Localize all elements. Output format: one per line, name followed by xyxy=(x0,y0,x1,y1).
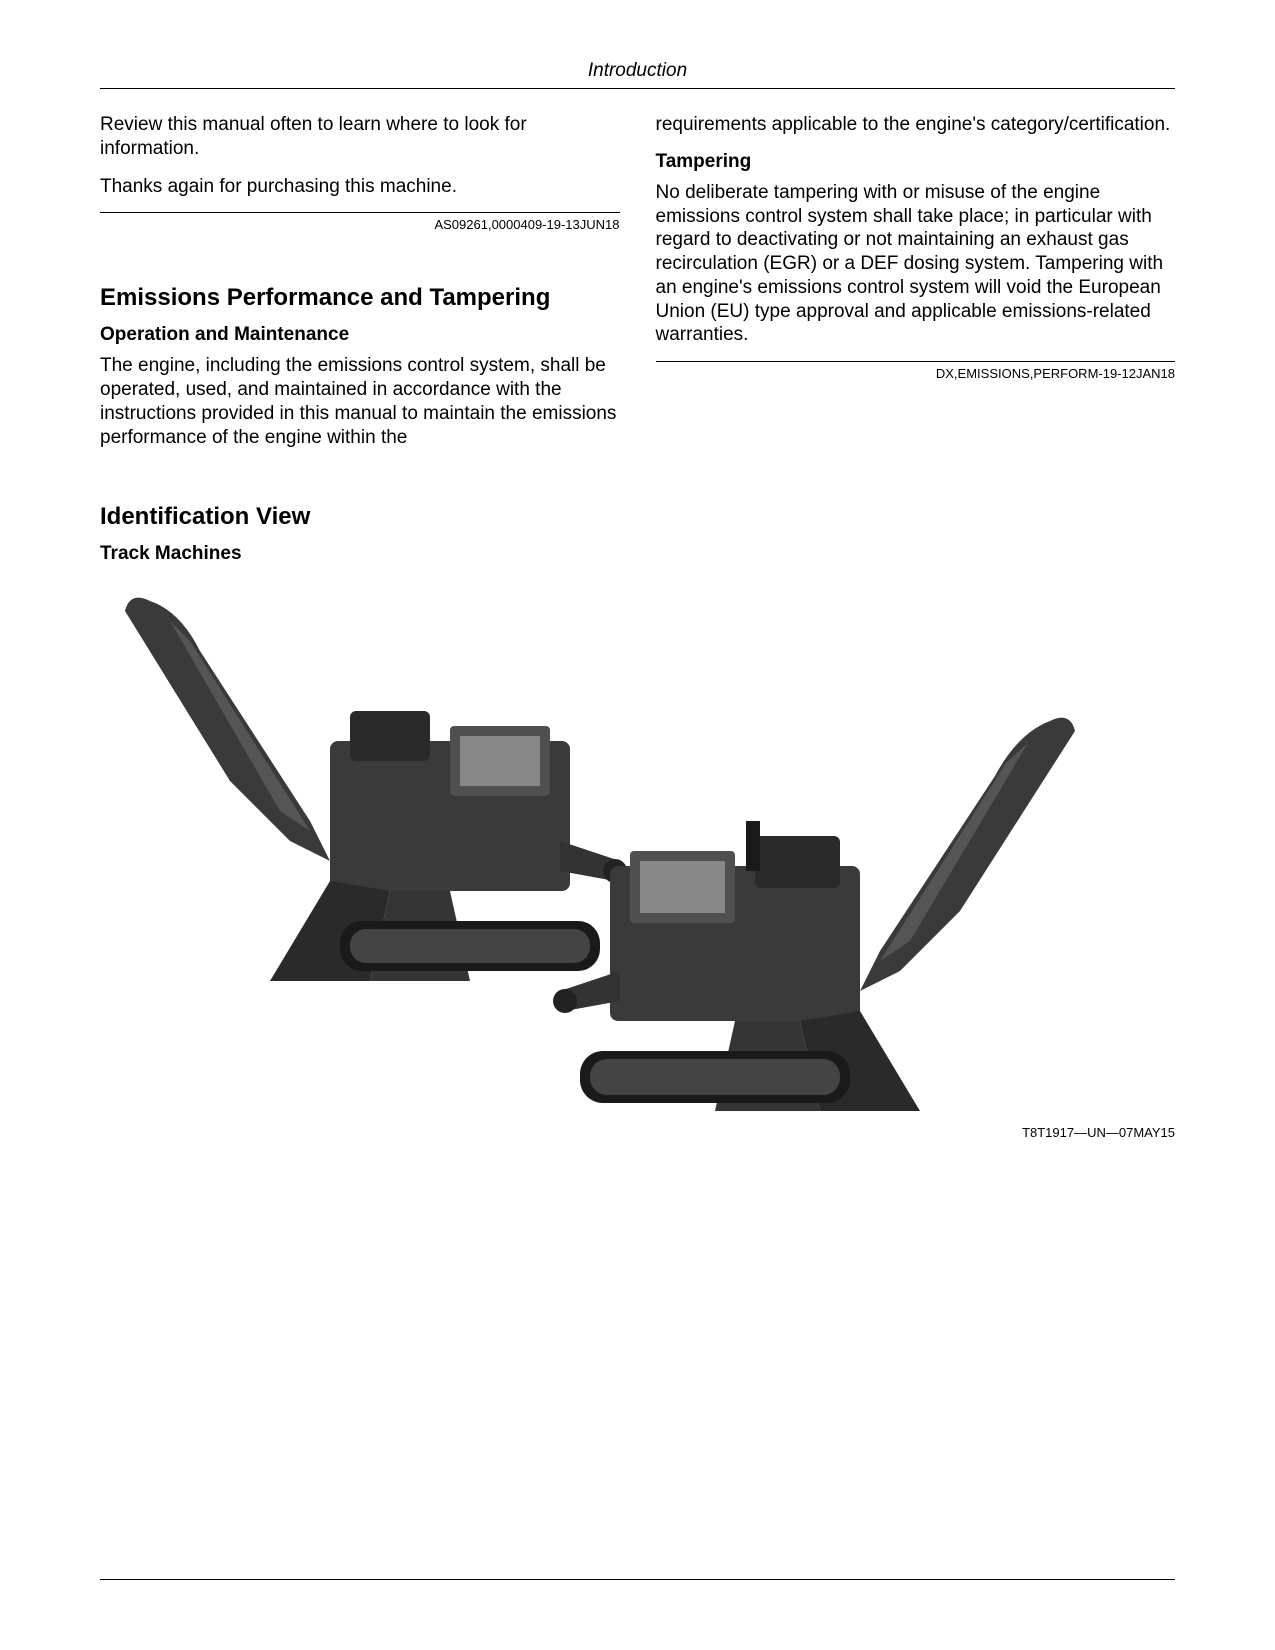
page-header-title: Introduction xyxy=(100,60,1175,88)
intro-ref-code: AS09261,0000409-19-13JUN18 xyxy=(100,217,620,232)
track-machine-right-icon xyxy=(530,701,1090,1121)
section-gap xyxy=(100,234,620,284)
identification-heading: Identification View xyxy=(100,503,1175,531)
intro-para-1: Review this manual often to learn where … xyxy=(100,113,620,161)
emissions-rule xyxy=(656,361,1176,362)
image-caption: T8T1917—UN—07MAY15 xyxy=(100,1125,1175,1140)
emissions-ref-code: DX,EMISSIONS,PERFORM-19-12JAN18 xyxy=(656,366,1176,381)
tampering-heading: Tampering xyxy=(656,151,1176,173)
emissions-heading: Emissions Performance and Tampering xyxy=(100,284,620,312)
header-rule xyxy=(100,88,1175,89)
two-column-layout: Review this manual often to learn where … xyxy=(100,113,1175,463)
tampering-para: No deliberate tampering with or misuse o… xyxy=(656,181,1176,347)
op-maint-heading: Operation and Maintenance xyxy=(100,324,620,346)
left-column: Review this manual often to learn where … xyxy=(100,113,620,463)
intro-para-2: Thanks again for purchasing this machine… xyxy=(100,175,620,199)
identification-image-area xyxy=(100,581,1175,1121)
intro-rule xyxy=(100,212,620,213)
right-column: requirements applicable to the engine's … xyxy=(656,113,1176,463)
op-maint-para: The engine, including the emissions cont… xyxy=(100,354,620,449)
section-gap-2 xyxy=(100,463,1175,503)
page-container: Introduction Review this manual often to… xyxy=(0,0,1275,1200)
identification-subheading: Track Machines xyxy=(100,543,1175,565)
footer-rule xyxy=(100,1579,1175,1580)
cont-para: requirements applicable to the engine's … xyxy=(656,113,1176,137)
